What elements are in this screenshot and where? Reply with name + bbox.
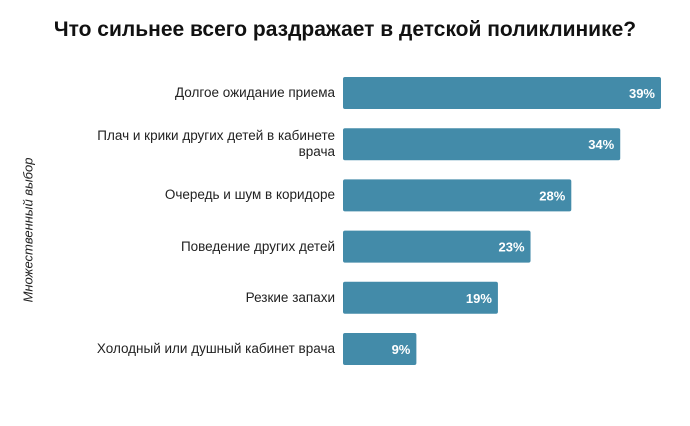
bar [343,77,661,109]
category-label: Плач и крики других детей в кабинете вра… [97,128,335,160]
bar [343,179,572,212]
bar [343,128,621,161]
category-label: Холодный или душный кабинет врача [96,341,335,356]
data-label: 19% [466,291,492,306]
data-label: 23% [499,240,525,255]
category-label: Очередь и шум в коридоре [164,187,335,203]
bar [343,281,498,314]
category-label: Поведение других детей [180,238,335,254]
data-label: 28% [539,188,565,203]
data-label: 34% [588,137,614,152]
bar [343,333,417,365]
category-label: Долгое ожидание приема [174,85,335,100]
chart-title: Что сильнее всего раздражает в детской п… [53,18,637,41]
bar [343,230,531,263]
data-label: 9% [392,342,411,357]
data-label: 39% [629,86,655,101]
category-label: Резкие запахи [245,289,335,305]
